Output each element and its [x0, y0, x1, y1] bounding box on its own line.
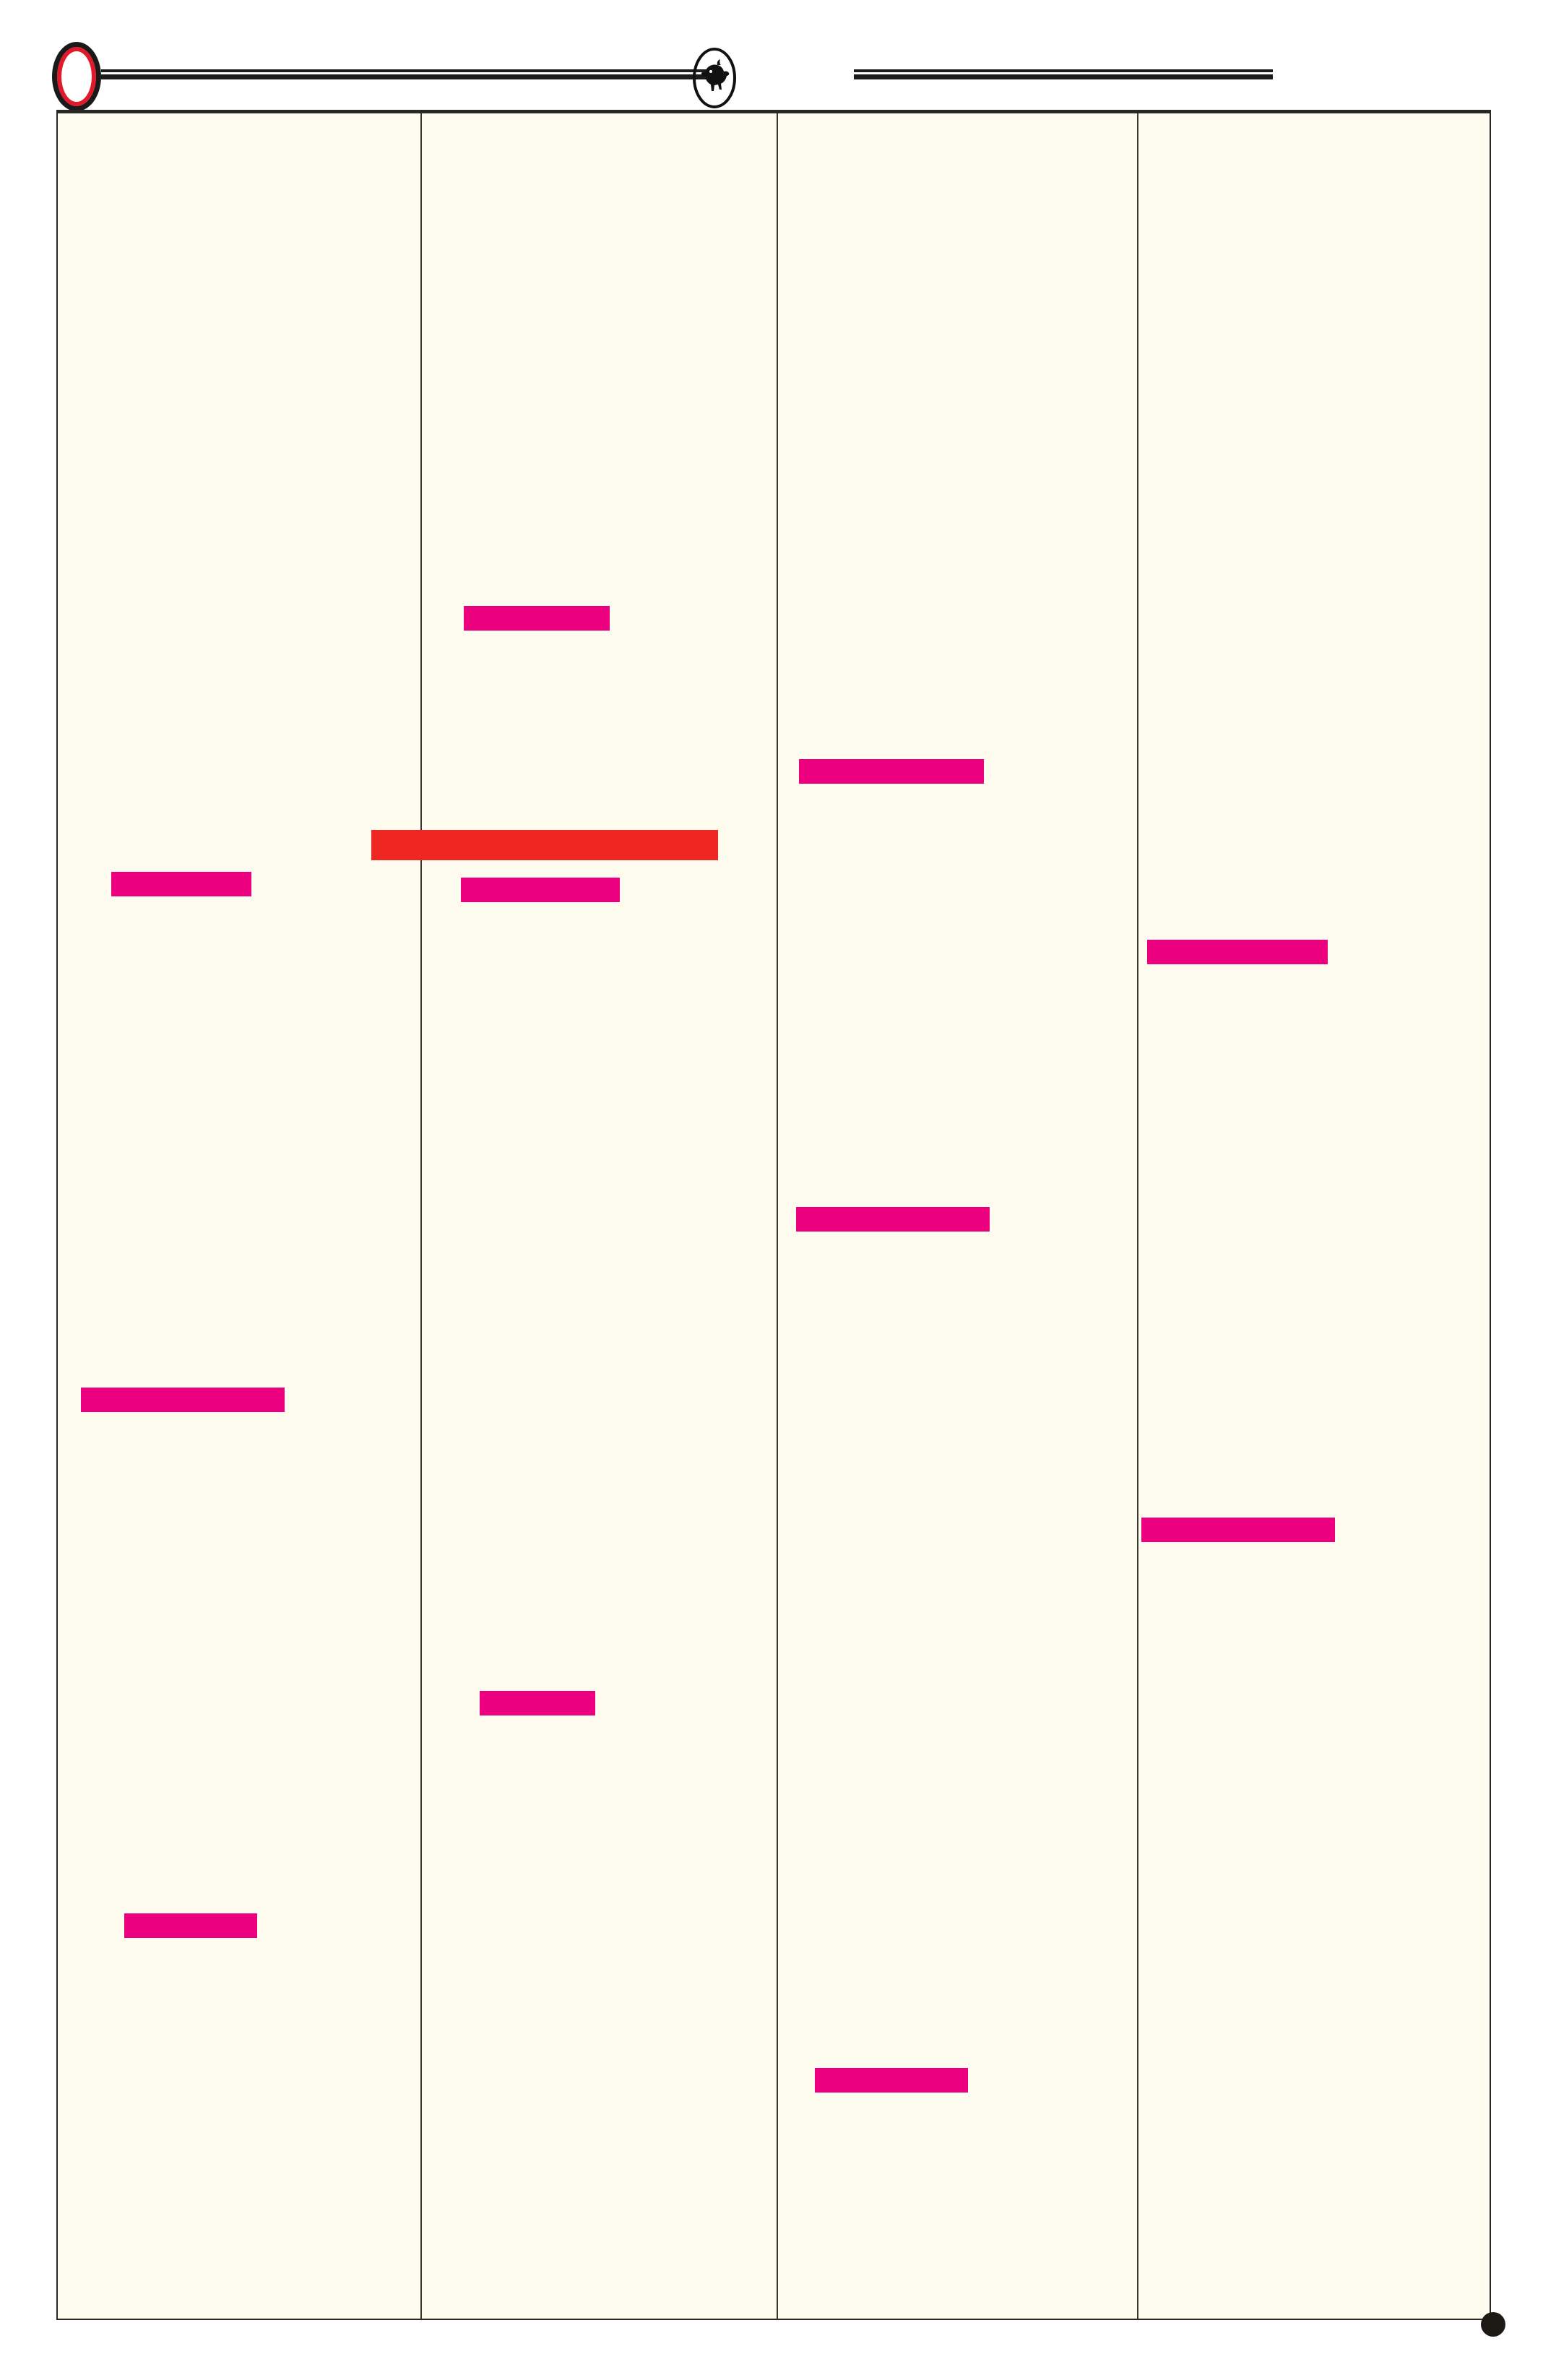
bar-c3-1: [799, 759, 984, 784]
bar-c4-1: [1147, 940, 1328, 964]
bar-c4-2: [1141, 1518, 1335, 1542]
bar-c1-2: [81, 1388, 285, 1412]
red-ring-icon: [52, 42, 101, 111]
boar-emblem-icon: [692, 48, 737, 108]
column-divider-2: [777, 113, 778, 2319]
page-header: [0, 0, 1543, 111]
column-divider-3: [1137, 113, 1138, 2319]
bar-c1-1: [111, 872, 251, 896]
header-rule-left: [101, 69, 706, 79]
column-divider-1: [420, 113, 422, 2319]
bar-c2-1: [464, 606, 610, 631]
bar-c3-3: [815, 2068, 968, 2093]
bar-c2-2: [371, 830, 718, 860]
content-box: [56, 110, 1505, 2337]
bar-c1-3: [124, 1913, 257, 1938]
bar-c2-3: [461, 878, 620, 902]
bar-c2-4: [480, 1691, 595, 1715]
corner-dot: [1481, 2312, 1505, 2337]
bar-c3-2: [796, 1207, 990, 1232]
header-rule-right: [854, 69, 1273, 79]
